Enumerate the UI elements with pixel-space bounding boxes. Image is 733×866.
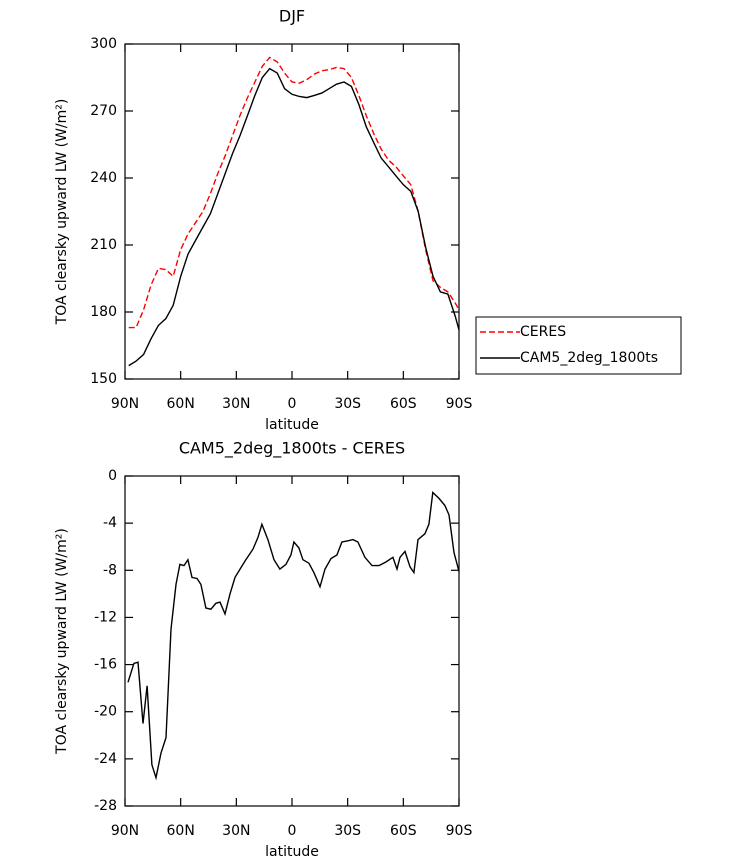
panel: CAM5_2deg_1800ts - CERES 90N 60N 30N 0 30S 60S… — [54, 439, 472, 861]
x-tick-label: 90N — [111, 823, 139, 839]
x-tick-label: 0 — [288, 396, 297, 412]
legend-label: CAM5_2deg_1800ts — [520, 350, 658, 366]
legend: CERES CAM5_2deg_1800ts — [475, 316, 682, 375]
y-tick-label: 210 — [90, 237, 117, 253]
x-tick-label: 60S — [390, 823, 417, 839]
y-axis-label: TOA clearsky upward LW (W/m²) — [54, 99, 70, 326]
plot-frame — [124, 43, 460, 380]
y-tick-label: -28 — [94, 798, 117, 814]
x-tick-label: 30N — [222, 823, 250, 839]
y-tick-label: 180 — [90, 304, 117, 320]
legend-label: CERES — [520, 324, 566, 340]
x-tick-label: 90N — [111, 396, 139, 412]
y-tick-label: -12 — [94, 609, 117, 625]
chart-title: DJF — [279, 7, 305, 26]
line — [127, 491, 460, 781]
x-axis-label: latitude — [265, 844, 319, 860]
chart-title: CAM5_2deg_1800ts - CERES — [179, 439, 405, 459]
y-tick-label: -4 — [103, 515, 117, 531]
x-tick-label: 30S — [334, 823, 361, 839]
legend-box — [475, 316, 682, 375]
y-axis-label: TOA clearsky upward LW (W/m²) — [54, 528, 70, 755]
y-tick-label: 0 — [108, 468, 117, 484]
panel: DJF 90N 60N 30N 0 30S 60S 90S 150 180 210 240 270 300… — [54, 7, 472, 434]
plot-frame — [124, 475, 460, 807]
x-tick-label: 90S — [446, 823, 473, 839]
x-axis-label: latitude — [265, 417, 319, 433]
x-tick-label: 30N — [222, 396, 250, 412]
x-tick-label: 60N — [167, 396, 195, 412]
y-tick-label: -20 — [94, 704, 117, 720]
y-tick-label: -8 — [103, 562, 117, 578]
x-tick-label: 30S — [334, 396, 361, 412]
y-tick-label: -16 — [94, 657, 117, 673]
x-tick-label: 60N — [167, 823, 195, 839]
y-tick-label: 270 — [90, 103, 117, 119]
x-tick-label: 60S — [390, 396, 417, 412]
x-tick-label: 0 — [288, 823, 297, 839]
line — [128, 67, 460, 367]
y-tick-label: -24 — [94, 751, 117, 767]
y-tick-label: 240 — [90, 170, 117, 186]
x-tick-label: 90S — [446, 396, 473, 412]
y-tick-label: 300 — [90, 36, 117, 52]
y-tick-label: 150 — [90, 371, 117, 387]
